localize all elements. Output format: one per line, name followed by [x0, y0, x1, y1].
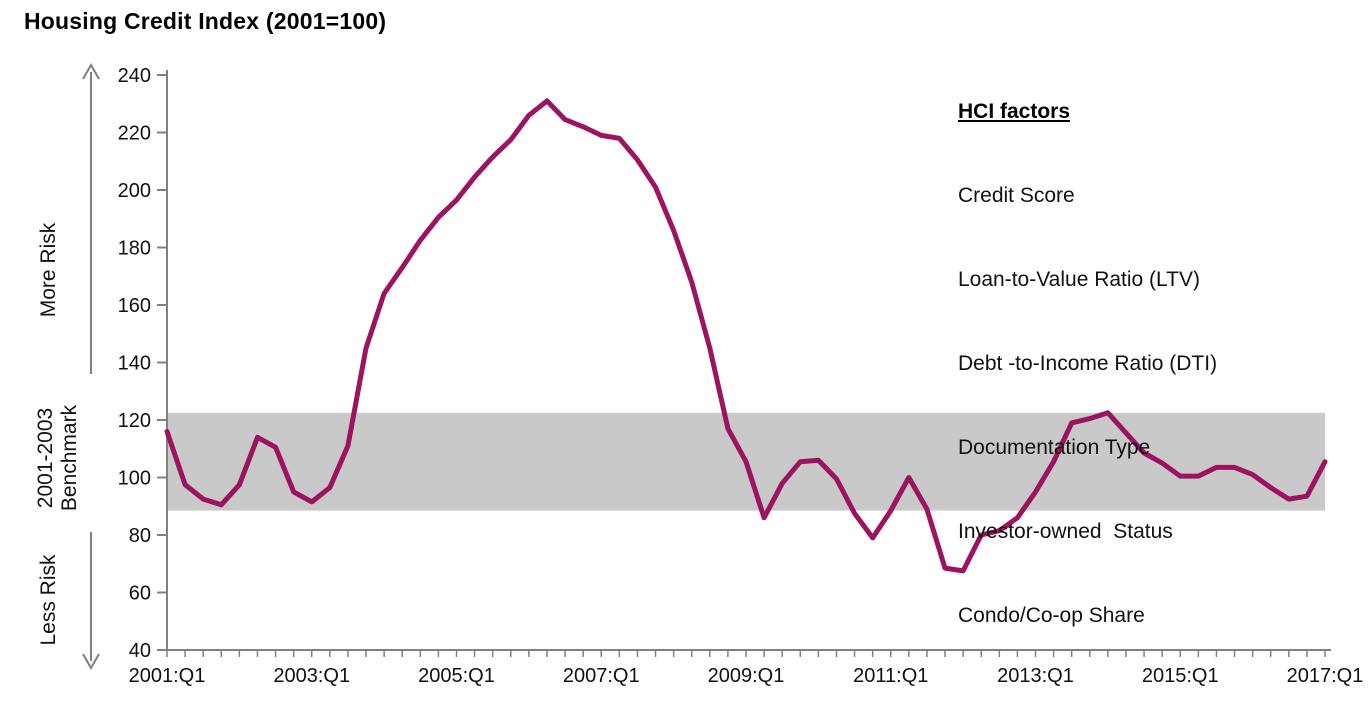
down-arrowhead-icon: [82, 653, 100, 671]
y-tick-label: 160: [118, 295, 151, 317]
legend-heading: HCI factors: [958, 100, 1071, 123]
y-tick-label: 120: [118, 410, 151, 432]
y-tick-label: 200: [118, 180, 151, 202]
legend-item: Condo/Co-op Share: [958, 604, 1145, 627]
x-tick-label: 2013:Q1: [997, 665, 1074, 687]
benchmark-axis-label: 2001-2003 Benchmark: [34, 405, 82, 511]
legend-item: Investor-owned Status: [958, 520, 1173, 543]
x-tick-label: 2007:Q1: [563, 665, 640, 687]
legend-item: Debt -to-Income Ratio (DTI): [958, 352, 1218, 375]
x-tick-label: 2003:Q1: [273, 665, 350, 687]
benchmark-axis-label-line2: Benchmark: [58, 404, 81, 512]
x-tick-label: 2009:Q1: [708, 665, 785, 687]
y-tick-label: 220: [118, 123, 151, 145]
y-tick-label: 60: [129, 583, 151, 605]
x-tick-label: 2005:Q1: [418, 665, 495, 687]
hci-line: [164, 98, 1328, 574]
legend-item: Documentation Type: [958, 436, 1151, 459]
y-tick-label: 140: [118, 353, 151, 375]
up-arrowhead-icon: [82, 62, 100, 80]
x-tick-label: 2015:Q1: [1142, 665, 1219, 687]
x-tick-label: 2011:Q1: [853, 665, 928, 687]
y-tick-label: 180: [118, 238, 151, 260]
page-title: Housing Credit Index (2001=100): [24, 8, 387, 34]
y-tick-label: 240: [118, 65, 151, 87]
legend-item: Credit Score: [958, 184, 1075, 207]
less-risk-axis-label: Less Risk: [37, 554, 60, 646]
y-tick-label: 80: [129, 525, 151, 547]
benchmark-axis-label-line1: 2001-2003: [34, 407, 57, 509]
legend-item: Loan-to-Value Ratio (LTV): [958, 268, 1201, 291]
x-tick-label: 2001:Q1: [129, 665, 206, 687]
x-tick-label: 2017:Q1: [1287, 665, 1364, 687]
legend: HCI factors Credit Score Loan-to-Value R…: [958, 42, 1217, 686]
y-tick-label: 100: [118, 468, 151, 490]
more-risk-axis-label: More Risk: [37, 222, 60, 318]
y-tick-label: 40: [129, 640, 151, 662]
